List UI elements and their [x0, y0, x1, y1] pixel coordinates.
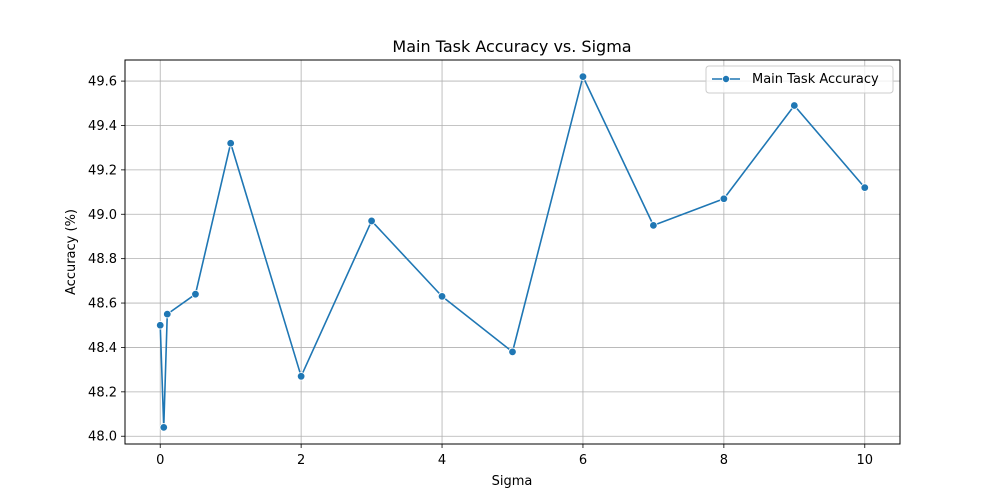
y-tick-label: 48.4	[88, 341, 117, 356]
grid-layer	[125, 60, 900, 444]
data-point	[163, 309, 172, 319]
plot-frame	[124, 59, 901, 445]
y-tick-label: 49.4	[88, 119, 117, 134]
y-axis-label: Accuracy (%)	[64, 209, 79, 295]
series-layer	[156, 72, 869, 432]
y-tick-label: 48.0	[88, 430, 117, 445]
data-point	[191, 289, 200, 299]
data-point	[437, 292, 447, 301]
legend-box	[705, 65, 894, 94]
data-point	[719, 194, 729, 203]
data-point	[226, 139, 235, 148]
x-axis-label: Sigma	[492, 474, 533, 489]
data-point	[296, 372, 306, 381]
y-tick-label: 48.8	[88, 252, 117, 267]
y-tick-label: 49.0	[88, 208, 117, 223]
data-point	[578, 72, 588, 81]
series-line	[159, 75, 866, 429]
y-tick-label: 48.2	[88, 385, 117, 400]
y-tick-label: 48.6	[88, 297, 117, 312]
data-point	[508, 347, 517, 357]
data-point	[649, 221, 658, 230]
x-tick-label: 4	[438, 453, 446, 468]
y-tick-label: 49.6	[88, 75, 117, 90]
y-tick-label: 49.2	[88, 163, 117, 178]
data-point	[159, 423, 168, 432]
data-point	[156, 321, 165, 330]
x-tick-label: 10	[856, 453, 873, 468]
x-tick-label: 8	[720, 453, 728, 468]
chart-title: Main Task Accuracy vs. Sigma	[392, 37, 631, 56]
x-tick-label: 0	[156, 453, 164, 468]
legend-label: Main Task Accuracy	[752, 72, 879, 87]
data-point	[790, 101, 799, 110]
tick-layer: 0 2 4 6 8 10 48.0 48.2 48.4 48.6 48.8 49.0 49.2 49.4 4…	[88, 75, 873, 468]
data-point	[860, 183, 869, 192]
x-tick-label: 2	[297, 453, 305, 468]
legend-marker-swatch	[722, 75, 731, 84]
data-point	[367, 216, 376, 226]
x-tick-label: 6	[579, 453, 587, 468]
legend: Main Task Accuracy	[705, 65, 894, 94]
